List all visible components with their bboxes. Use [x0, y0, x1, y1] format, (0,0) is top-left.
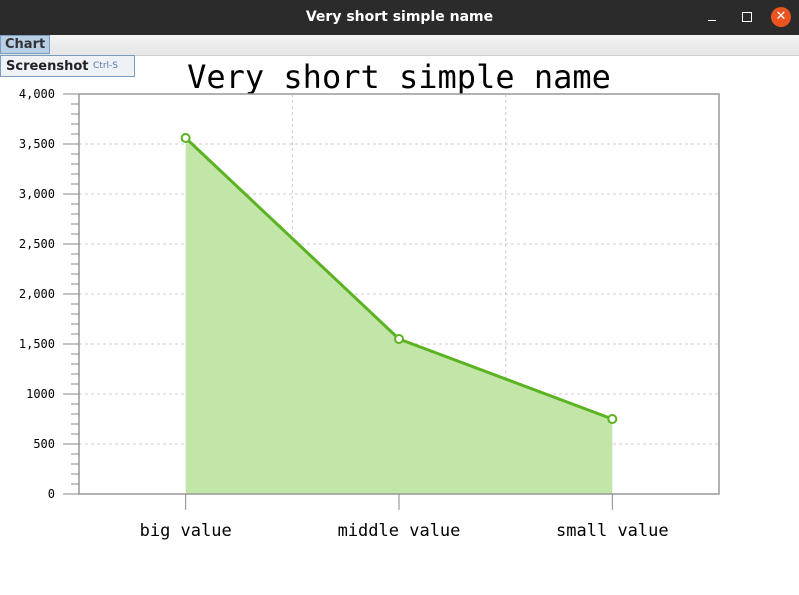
y-tick-label: 500 — [33, 437, 55, 451]
y-tick-label: 2,000 — [19, 287, 55, 301]
window-title: Very short simple name — [305, 9, 494, 25]
area-layer — [185, 138, 613, 494]
menu-item-screenshot[interactable]: Screenshot — [6, 59, 89, 74]
window-titlebar: Very short simple name ✕ — [0, 0, 799, 35]
chart-title: Very short simple name — [187, 58, 611, 96]
x-axis: big value middle value small value — [140, 494, 669, 541]
y-tick-label: 0 — [48, 487, 55, 501]
y-axis: 0 500 1000 1,500 2,000 2,500 3,000 3,500 4,000 — [19, 87, 79, 501]
data-point — [180, 133, 191, 143]
minimize-icon[interactable] — [702, 7, 722, 27]
y-tick-label: 1,500 — [19, 337, 55, 351]
line-layer — [180, 133, 618, 424]
x-tick-label: middle value — [338, 521, 461, 541]
close-icon[interactable]: ✕ — [771, 7, 791, 27]
area-fill — [185, 138, 613, 494]
chart-menu-dropdown: Screenshot Ctrl-S — [0, 55, 135, 77]
x-tick-label: small value — [556, 521, 669, 541]
y-tick-label: 3,000 — [19, 187, 55, 201]
menu-item-screenshot-shortcut: Ctrl-S — [93, 61, 118, 71]
y-tick-label: 3,500 — [19, 137, 55, 151]
x-tick-label: big value — [140, 521, 232, 541]
y-tick-label: 2,500 — [19, 237, 55, 251]
data-point — [607, 414, 618, 424]
y-tick-label: 4,000 — [19, 87, 55, 101]
menu-bar: Chart — [0, 35, 799, 56]
y-tick-label: 1000 — [26, 387, 55, 401]
data-point — [394, 334, 404, 344]
maximize-icon[interactable] — [737, 7, 757, 27]
menu-chart[interactable]: Chart — [0, 35, 51, 54]
